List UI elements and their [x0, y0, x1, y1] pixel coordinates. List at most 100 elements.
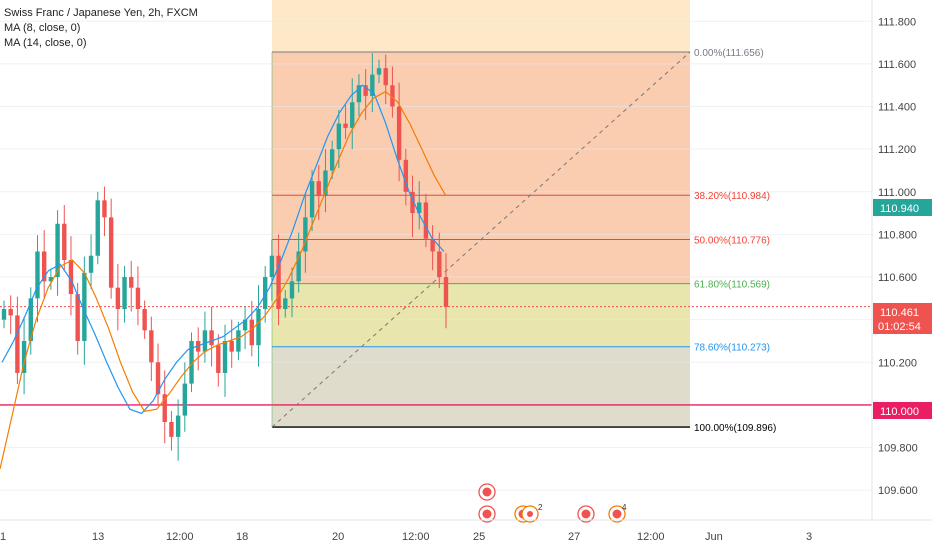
candle	[155, 343, 161, 406]
candle-body	[82, 272, 87, 341]
time-tick-label: 27	[568, 531, 580, 543]
symbol-title[interactable]: Swiss Franc / Japanese Yen, 2h, FXCM	[4, 7, 198, 19]
price-tick-label: 110.600	[878, 272, 917, 284]
time-tick-label: 12:00	[637, 531, 665, 543]
candle-body	[229, 340, 234, 352]
candle	[41, 230, 47, 298]
fib-trend-line	[271, 51, 691, 428]
candle-body	[242, 319, 248, 331]
event-marker-dot	[527, 511, 533, 517]
candle	[88, 234, 94, 289]
candle-body	[175, 415, 181, 437]
candle	[8, 295, 13, 335]
price-axis[interactable]: 111.800 111.600 111.400 111.200 111.000 110.8…	[871, 0, 918, 520]
fib-level-label: 50.00%(110.776)	[694, 236, 770, 247]
candle-body	[149, 330, 154, 363]
fib-level-label: 100.00%(109.896)	[694, 423, 776, 434]
candle	[62, 205, 67, 272]
candle-body	[410, 191, 415, 214]
candle	[48, 268, 54, 290]
candle	[283, 289, 288, 318]
candle-body	[222, 340, 228, 373]
fib-level-label: 38.20%(110.984)	[694, 191, 770, 202]
price-tick-label: 111.800	[878, 16, 916, 28]
candle	[202, 311, 208, 363]
candle	[403, 148, 409, 206]
candle	[242, 306, 248, 350]
candle-body	[316, 181, 321, 197]
candle	[329, 140, 335, 180]
candle	[15, 296, 20, 385]
legend-ma8[interactable]: MA (8, close, 0)	[4, 22, 81, 34]
legend-ma14[interactable]: MA (14, close, 0)	[4, 37, 87, 49]
candle	[303, 193, 308, 273]
last-price-tag-text: 110.461	[880, 307, 919, 319]
candle	[55, 210, 60, 296]
moving-average-lines	[0, 84, 447, 470]
fib-zone-top	[272, 0, 690, 52]
candle	[269, 239, 275, 301]
candle	[196, 327, 201, 371]
chart-legend: Swiss Franc / Japanese Yen, 2h, FXCM MA …	[4, 6, 198, 51]
time-tick-label: 1	[0, 531, 6, 543]
event-marker-dot	[482, 487, 492, 497]
candle-body	[356, 85, 362, 103]
fib-zone	[272, 195, 690, 240]
candle-body	[403, 159, 409, 192]
candle-body	[443, 277, 449, 307]
candle-body	[202, 330, 208, 352]
candle	[370, 53, 375, 113]
event-marker	[577, 505, 595, 523]
candle	[182, 362, 188, 432]
price-tick-label: 111.000	[878, 187, 916, 199]
candle	[102, 186, 107, 237]
candle	[175, 399, 181, 461]
candle	[122, 265, 127, 323]
candle-body	[303, 217, 308, 252]
candle	[289, 267, 295, 318]
candle-body	[169, 421, 174, 437]
candle-body	[236, 330, 241, 352]
candle	[68, 236, 74, 316]
candle	[1, 300, 7, 329]
candle-body	[323, 170, 328, 197]
candle	[162, 370, 167, 444]
candle-body	[55, 223, 60, 278]
candle	[229, 319, 234, 368]
fib-level-label: 61.80%(110.569)	[694, 280, 770, 291]
candle	[309, 170, 315, 232]
candle	[350, 78, 355, 150]
candle-body	[88, 255, 94, 273]
candle-body	[62, 223, 67, 260]
ma8-line	[1, 84, 445, 415]
time-axis[interactable]: 1 13 12:00 18 20 12:00 25 27 12:00 Jun 3	[0, 519, 932, 543]
candle	[376, 59, 382, 84]
candle	[35, 235, 40, 323]
candle-body	[430, 238, 435, 252]
candle-body	[102, 200, 107, 218]
price-tick-label: 111.200	[878, 144, 916, 156]
last-price-tag: 110.461	[873, 303, 932, 320]
price-tick-label: 110.800	[878, 229, 917, 241]
candle	[256, 285, 261, 367]
event-marker-dot	[581, 509, 591, 519]
support-price-tag-text: 110.000	[880, 406, 919, 418]
candle-body	[417, 202, 422, 214]
price-tick-label: 111.600	[878, 59, 916, 71]
candle-body	[276, 255, 281, 310]
event-marker-dot	[612, 509, 622, 519]
time-tick-label: 3	[806, 531, 812, 543]
candle-body	[68, 260, 74, 295]
candle	[443, 253, 449, 329]
candle-body	[343, 123, 348, 128]
event-marker	[478, 483, 496, 501]
candle	[423, 193, 429, 248]
fib-zone	[272, 52, 690, 196]
candle	[236, 321, 241, 361]
candle	[417, 181, 422, 230]
candle	[430, 225, 435, 271]
fib-zone	[272, 283, 690, 347]
price-tick-label: 109.800	[878, 443, 918, 455]
